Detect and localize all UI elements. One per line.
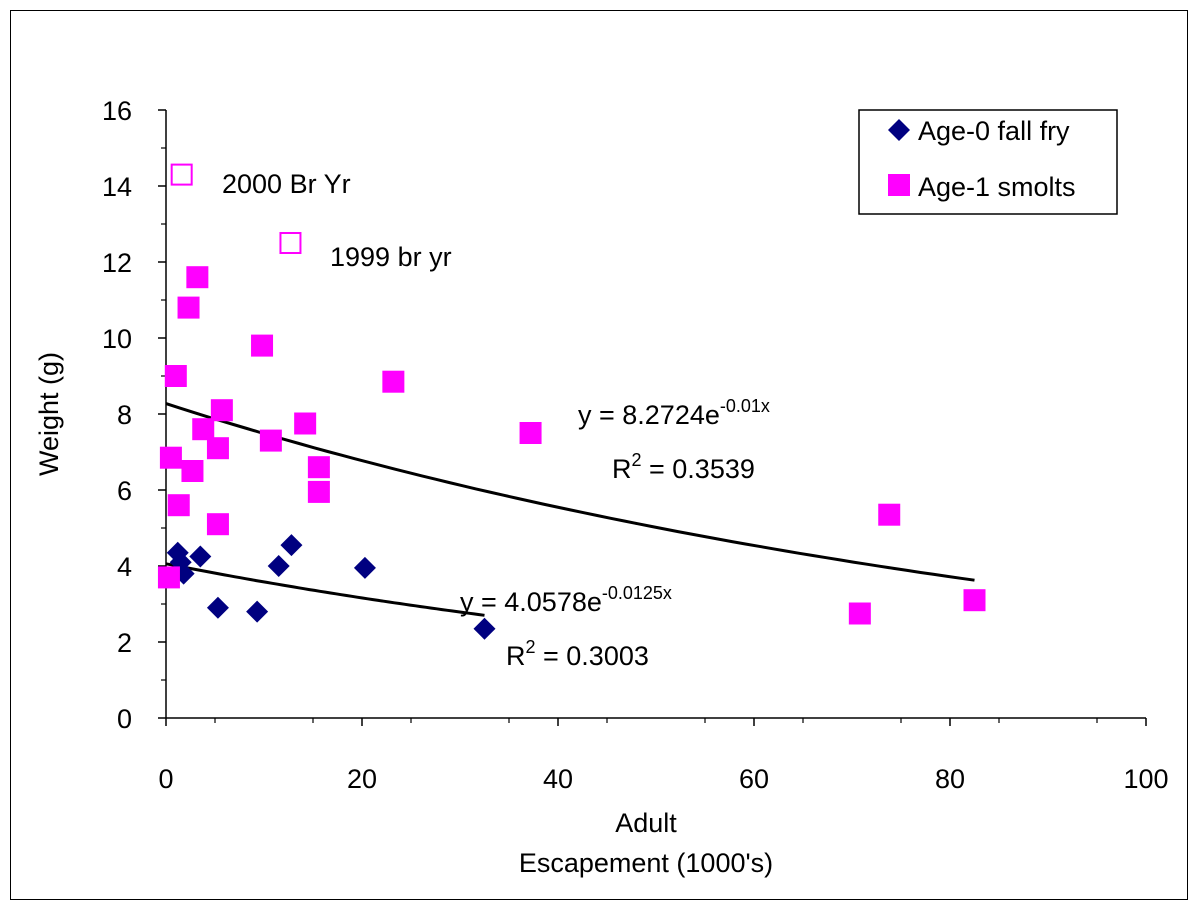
smolt-point: [177, 296, 200, 319]
smolt-point: [159, 446, 182, 469]
smolt-trend-r2: R2 = 0.3539: [612, 450, 755, 484]
x-tick-label: 100: [1123, 764, 1168, 794]
smolt-point: [259, 429, 282, 452]
x-axis-ticks: 0 20 40 60 80 100: [158, 718, 1169, 794]
smolt-point: [206, 513, 229, 536]
smolt-eq-exponent: -0.01x: [720, 396, 770, 416]
annotation-2000-brood-year: 2000 Br Yr: [222, 169, 351, 199]
smolt-r2-sup: 2: [632, 450, 642, 470]
fry-trend-r2: R2 = 0.3003: [506, 637, 649, 671]
legend-square-marker: [888, 174, 910, 196]
fry-point: [353, 556, 376, 579]
fry-r2-label: R: [506, 641, 526, 671]
legend-diamond-marker: [888, 119, 910, 141]
fry-point: [267, 555, 290, 577]
fry-trend-equation: y = 4.0578e-0.0125x: [460, 583, 672, 617]
fry-point: [189, 545, 212, 568]
smolt-point: [167, 494, 190, 517]
y-tick-label: 0: [117, 704, 132, 734]
smolt-point: [878, 503, 901, 526]
fry-eq-base: y = 4.0578e: [460, 587, 602, 617]
y-tick-label: 8: [117, 400, 132, 430]
smolt-point: [307, 456, 330, 479]
x-tick-label: 60: [739, 764, 769, 794]
smolt-r2-value: = 0.3539: [642, 454, 755, 484]
smolt-point: [848, 602, 871, 625]
y-axis-label: Weight (g): [34, 352, 64, 476]
x-tick-label: 0: [158, 764, 173, 794]
smolt-point: [382, 370, 405, 393]
brood-year-point: [170, 163, 193, 186]
brood-year-point: [279, 232, 302, 254]
smolt-point: [519, 422, 542, 444]
fry-point: [246, 600, 269, 623]
smolt-point: [251, 334, 274, 357]
smolt-point: [186, 266, 209, 289]
y-tick-label: 4: [117, 552, 132, 582]
y-tick-label: 2: [117, 628, 132, 658]
smolt-point: [157, 566, 180, 589]
fry-r2-sup: 2: [526, 637, 536, 657]
y-tick-label: 14: [102, 172, 132, 202]
y-tick-label: 12: [102, 248, 132, 278]
y-tick-label: 10: [102, 324, 132, 354]
smolt-point: [294, 412, 317, 435]
smolt-point: [210, 399, 233, 422]
smolt-point: [164, 365, 187, 387]
smolt-point: [307, 480, 330, 503]
smolt-point: [963, 589, 986, 612]
smolt-point: [206, 437, 229, 460]
legend-label-smolts: Age-1 smolts: [918, 172, 1076, 202]
x-tick-label: 80: [935, 764, 965, 794]
data-points: [157, 163, 986, 640]
fry-r2-value: = 0.3003: [536, 641, 649, 671]
y-tick-label: 16: [102, 96, 132, 126]
x-axis-label-line2: Escapement (1000's): [519, 848, 773, 878]
legend-label-fry: Age-0 fall fry: [918, 116, 1070, 146]
legend: Age-0 fall fry Age-1 smolts: [858, 109, 1118, 215]
smolt-eq-base: y = 8.2724e: [578, 400, 720, 430]
annotation-1999-brood-year: 1999 br yr: [330, 242, 452, 272]
y-axis-ticks: 0 2 4 6 8 10 12 14 16: [102, 96, 166, 734]
fry-eq-exponent: -0.0125x: [602, 583, 672, 603]
trendline-fry: [165, 562, 485, 617]
fry-point: [473, 617, 496, 640]
y-tick-label: 6: [117, 476, 132, 506]
trendlines: [165, 402, 975, 617]
trendline-smolts: [165, 402, 975, 582]
fry-point: [280, 534, 303, 557]
x-tick-label: 40: [543, 764, 573, 794]
smolt-point: [181, 460, 204, 482]
x-tick-label: 20: [347, 764, 377, 794]
smolt-point: [192, 418, 215, 441]
smolt-trend-equation: y = 8.2724e-0.01x: [578, 396, 770, 430]
x-axis-label-line1: Adult: [615, 808, 677, 838]
smolt-r2-label: R: [612, 454, 632, 484]
fry-point: [206, 596, 229, 619]
